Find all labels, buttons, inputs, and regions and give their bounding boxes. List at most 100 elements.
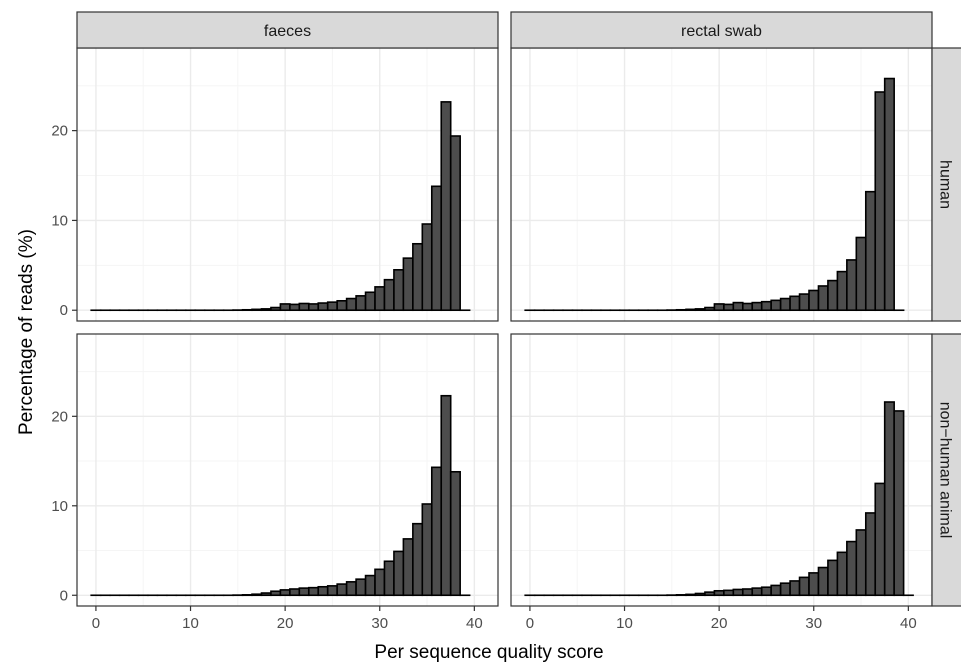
- histogram-bar: [289, 588, 301, 597]
- x-tick-label: 30: [371, 615, 388, 632]
- x-axis-title: Per sequence quality score: [374, 642, 603, 663]
- histogram-bar: [336, 299, 348, 312]
- histogram-bar: [393, 269, 405, 312]
- histogram-bar: [760, 300, 772, 312]
- histogram-bar: [260, 308, 272, 312]
- histogram-bar: [440, 101, 452, 312]
- y-tick-label: 20: [51, 123, 68, 140]
- histogram-bar: [440, 394, 452, 597]
- histogram-bar: [855, 529, 867, 597]
- histogram-bar: [817, 566, 829, 597]
- histogram-bar: [383, 560, 395, 597]
- histogram-bar: [374, 286, 386, 312]
- histogram-bar: [270, 590, 282, 597]
- y-tick-label: 0: [60, 587, 68, 604]
- histogram-bar: [723, 303, 735, 312]
- y-axis-title: Percentage of reads (%): [16, 229, 37, 435]
- y-tick-label: 0: [60, 302, 68, 319]
- histogram-bar: [326, 301, 338, 312]
- histogram-bar: [770, 299, 782, 312]
- panel-0: [76, 47, 499, 322]
- histogram-bar: [421, 223, 433, 312]
- histogram-bar: [251, 308, 263, 312]
- col-strip: [510, 11, 933, 49]
- histogram-bar: [402, 538, 414, 597]
- histogram-bar: [704, 306, 716, 312]
- histogram-bar: [307, 586, 320, 597]
- histogram-bar: [836, 551, 848, 597]
- histogram-bar: [364, 291, 376, 312]
- histogram-bar: [317, 302, 329, 312]
- histogram-bar: [846, 540, 858, 597]
- row-strip: [931, 47, 961, 322]
- histogram-bar: [374, 568, 386, 597]
- histogram-bar: [364, 574, 376, 597]
- histogram-bar: [393, 550, 405, 597]
- histogram-bar: [402, 257, 414, 312]
- histogram-bar: [741, 302, 754, 312]
- histogram-bar: [846, 259, 858, 312]
- panels-layer: [76, 47, 933, 607]
- col-strip-label: rectal swab: [681, 23, 762, 40]
- x-tick-label: 0: [526, 615, 534, 632]
- x-tick-label: 40: [466, 615, 483, 632]
- histogram-bar: [864, 190, 877, 312]
- histogram-bar: [307, 303, 320, 312]
- histogram-bar: [732, 588, 744, 597]
- histogram-bar: [298, 587, 310, 597]
- histogram-bar: [704, 591, 716, 597]
- histogram-bar: [270, 306, 282, 312]
- histogram-bar: [827, 279, 839, 312]
- histogram-bar: [289, 303, 301, 312]
- x-tick-label: 30: [805, 615, 822, 632]
- histogram-bar: [317, 585, 329, 597]
- histogram-bar: [430, 185, 443, 312]
- col-strip-label: faeces: [264, 23, 311, 40]
- histogram-bar: [298, 302, 310, 312]
- histogram-bar: [855, 236, 867, 312]
- histogram-bar: [808, 572, 820, 597]
- x-tick-label: 40: [900, 615, 917, 632]
- histogram-bar: [874, 482, 886, 597]
- histogram-bar: [251, 593, 263, 597]
- x-tick-label: 20: [277, 615, 294, 632]
- histogram-bar: [355, 295, 367, 312]
- histogram-bar: [421, 503, 433, 597]
- histogram-bar: [751, 301, 763, 312]
- histogram-bar: [723, 589, 735, 597]
- row-strip-label: human: [937, 160, 954, 209]
- histogram-bar: [817, 285, 829, 312]
- y-tick-label: 20: [51, 408, 68, 425]
- histogram-bar: [883, 77, 895, 312]
- histogram-bar: [893, 410, 905, 597]
- histogram-bar: [345, 297, 357, 312]
- histogram-bar: [741, 588, 754, 597]
- histogram-bar: [789, 295, 801, 312]
- histogram-bar: [713, 303, 725, 312]
- x-tick-label: 0: [92, 615, 100, 632]
- histogram-bar: [798, 576, 810, 597]
- panel-1: [510, 47, 933, 322]
- histogram-bar: [732, 301, 744, 312]
- histogram-bar: [779, 582, 791, 597]
- histogram-bar: [694, 308, 706, 312]
- histogram-bar: [874, 91, 886, 312]
- histogram-bar: [836, 270, 848, 312]
- histogram-bar: [779, 297, 791, 312]
- histogram-bar: [789, 580, 801, 597]
- histogram-bar: [760, 586, 772, 597]
- panel-3: [510, 333, 933, 607]
- histogram-bar: [713, 589, 725, 597]
- histogram-bar: [827, 559, 839, 597]
- strips-layer: faeces rectal swab human non−human animal: [76, 11, 961, 607]
- histogram-bar: [864, 512, 877, 597]
- histogram-bar: [449, 470, 461, 597]
- panel-2: [76, 333, 499, 607]
- histogram-bar: [260, 592, 272, 597]
- row-strip-label: non−human animal: [937, 402, 954, 539]
- histogram-bar: [808, 289, 820, 312]
- x-tick-label: 20: [711, 615, 728, 632]
- x-tick-label: 10: [616, 615, 633, 632]
- panel-border: [76, 333, 499, 607]
